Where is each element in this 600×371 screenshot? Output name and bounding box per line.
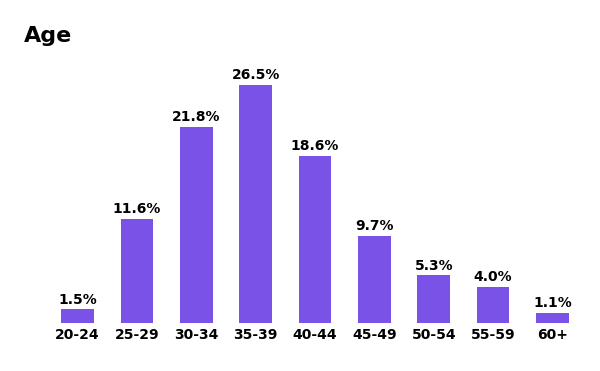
Text: 26.5%: 26.5% [232, 68, 280, 82]
Text: Age: Age [24, 26, 72, 46]
Bar [536, 313, 569, 323]
Bar [239, 85, 272, 323]
Bar [418, 275, 450, 323]
Text: 5.3%: 5.3% [415, 259, 453, 273]
Text: 1.1%: 1.1% [533, 296, 572, 310]
Bar [121, 219, 153, 323]
Bar [299, 156, 331, 323]
Text: 4.0%: 4.0% [474, 270, 512, 284]
Bar [61, 309, 94, 323]
Bar [477, 287, 509, 323]
Text: 11.6%: 11.6% [113, 202, 161, 216]
Text: 21.8%: 21.8% [172, 111, 221, 124]
Text: 9.7%: 9.7% [355, 219, 394, 233]
Bar [180, 127, 212, 323]
Text: 18.6%: 18.6% [291, 139, 339, 153]
Bar [358, 236, 391, 323]
Text: 1.5%: 1.5% [58, 293, 97, 306]
